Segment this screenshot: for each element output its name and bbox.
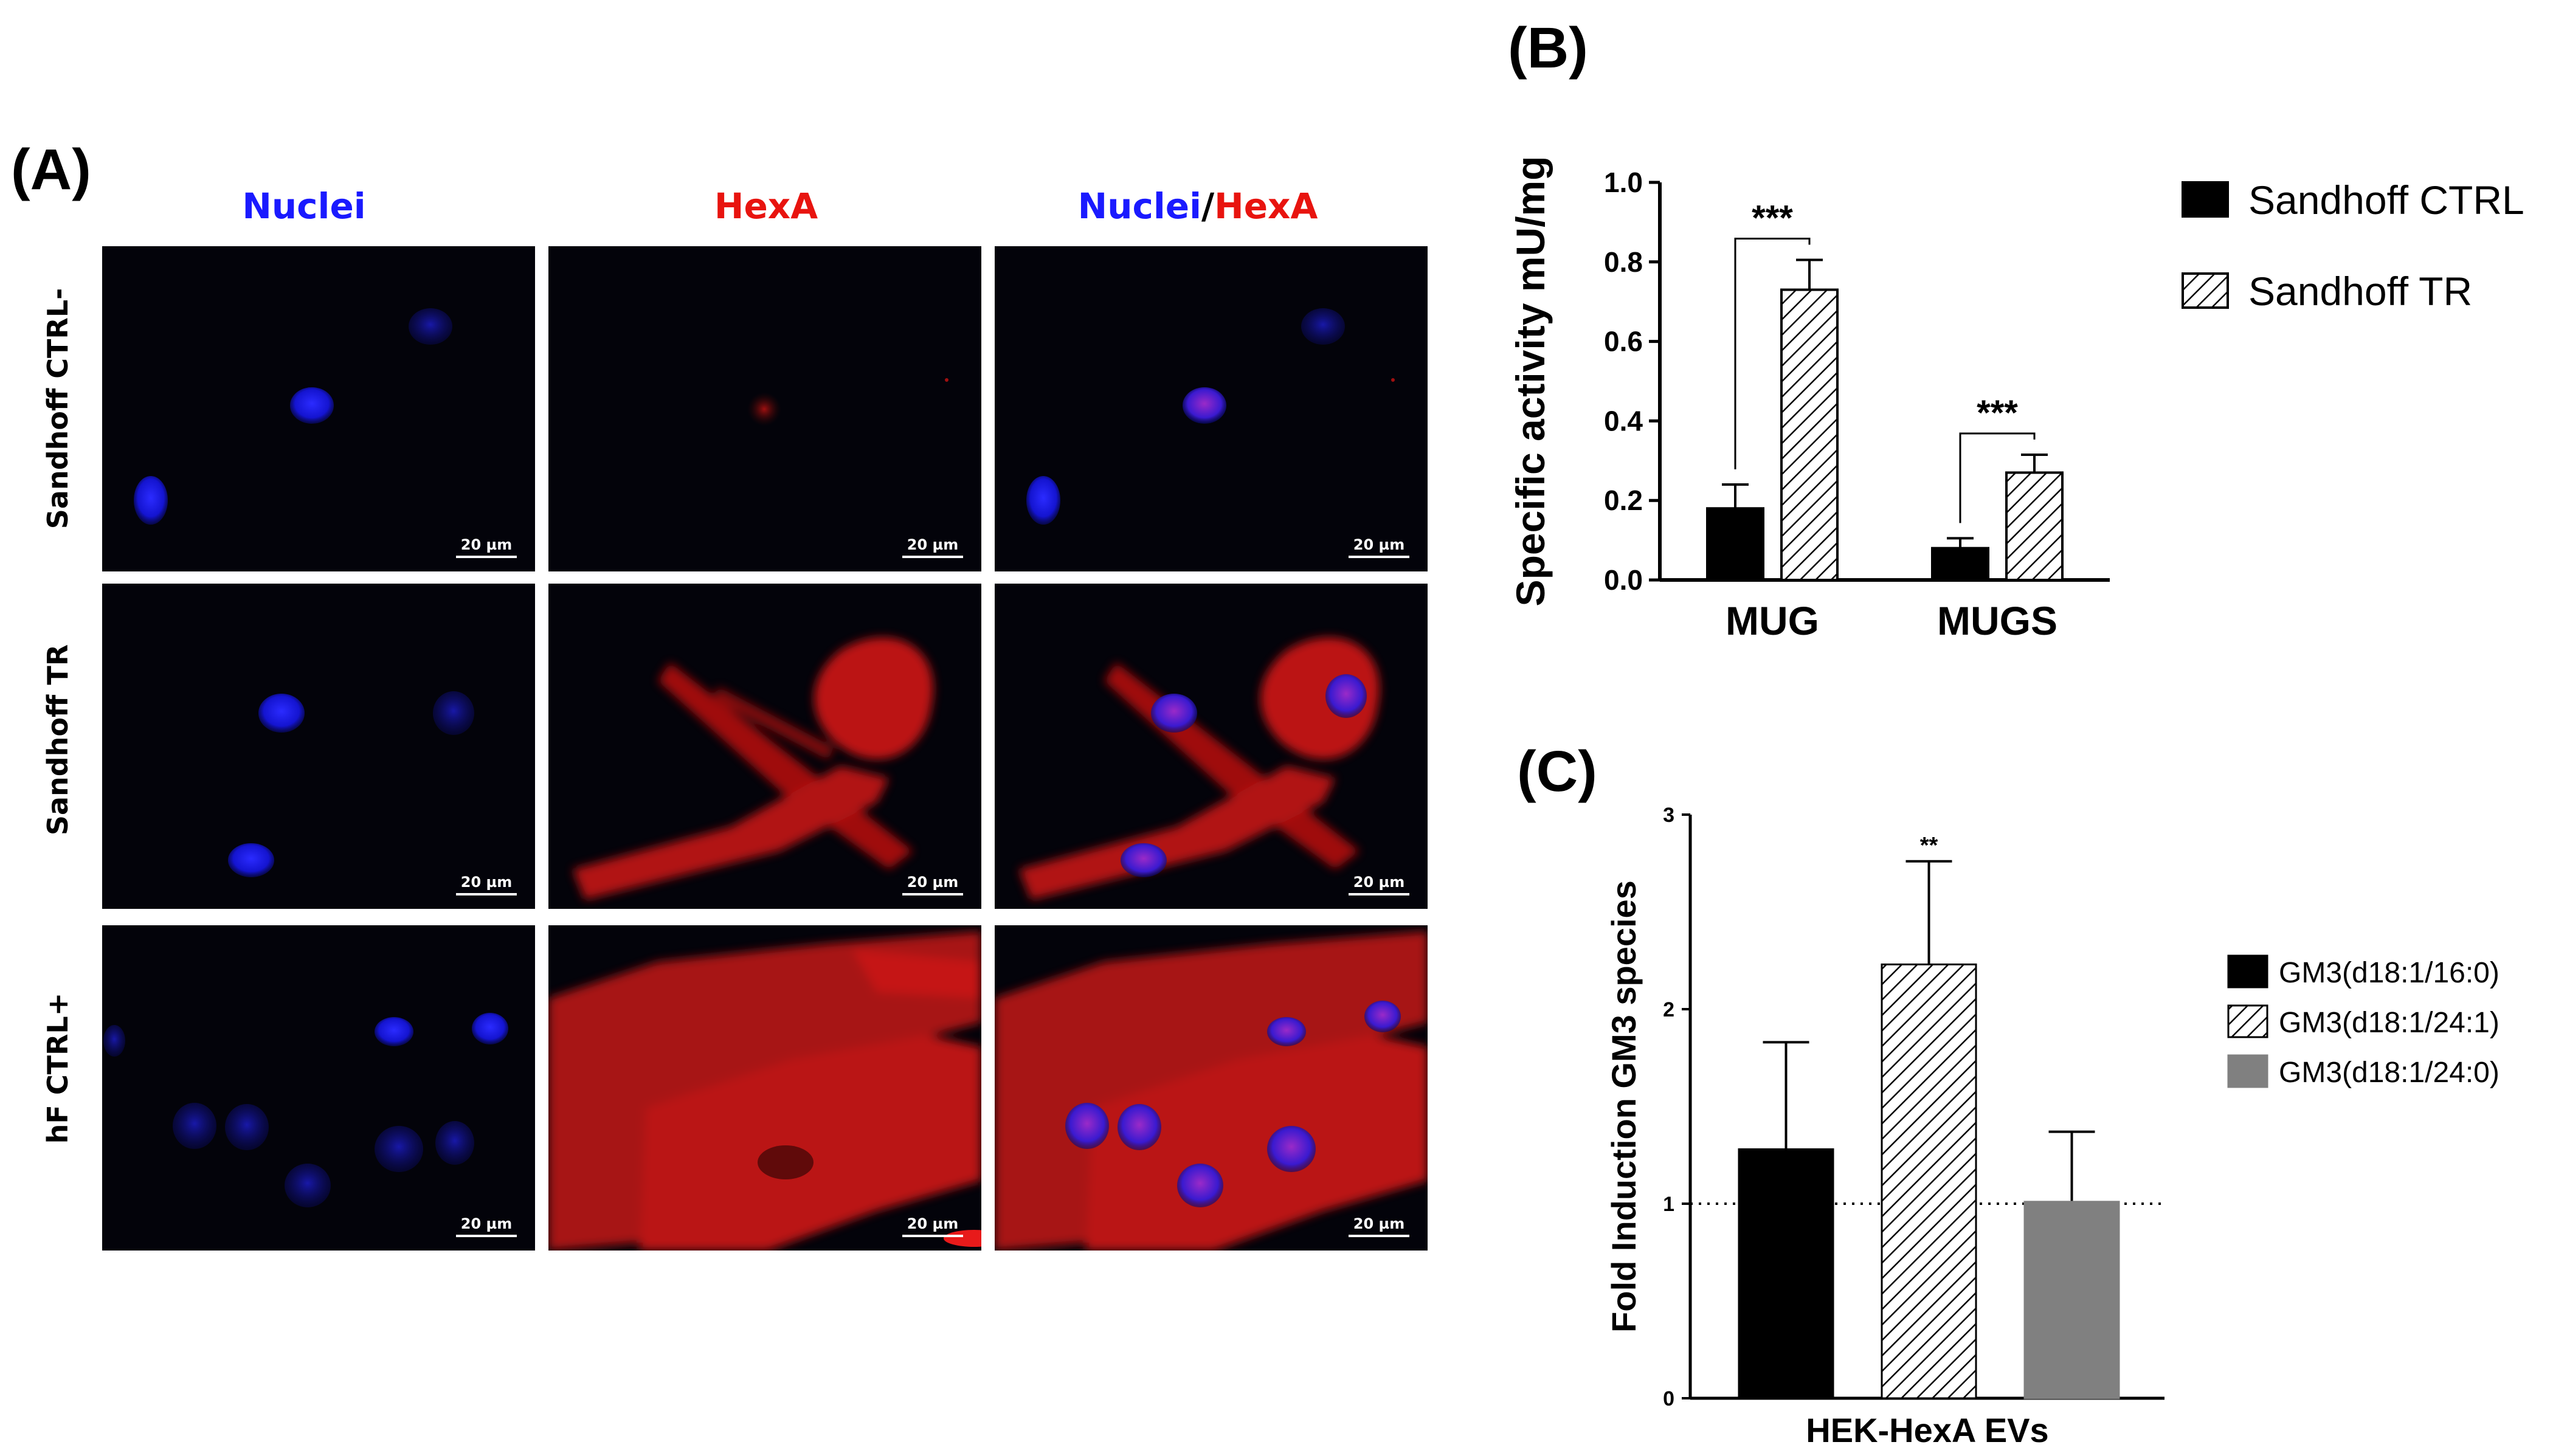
merge-hexa-label: HexA bbox=[1214, 185, 1318, 227]
legend-swatch bbox=[2182, 272, 2229, 309]
row-label-sandhoff-ctrl: Sandhoff CTRL- bbox=[41, 288, 74, 530]
y-tick-label: 0.8 bbox=[1604, 246, 1643, 278]
scale-bar-label: 20 µm bbox=[1353, 536, 1405, 553]
micrograph-sandhoff-tr-nuclei: 20 µm bbox=[102, 584, 535, 909]
micrograph-sandhoff-tr-merge: 20 µm bbox=[995, 584, 1428, 909]
micrograph-hf-ctrl-hexa: 20 µm bbox=[548, 925, 981, 1251]
micrograph-sandhoff-tr-hexa: 20 µm bbox=[548, 584, 981, 909]
legend-label: GM3(d18:1/24:1) bbox=[2279, 1007, 2500, 1039]
row-label-sandhoff-tr: Sandhoff TR bbox=[41, 644, 74, 836]
legend-label: Sandhoff CTRL bbox=[2248, 178, 2524, 223]
bar-series-0 bbox=[1738, 1148, 1834, 1399]
scale-bar-label: 20 µm bbox=[460, 1215, 513, 1232]
scale-bar: 20 µm bbox=[902, 874, 963, 895]
y-tick-label: 0.4 bbox=[1604, 405, 1643, 436]
y-axis-label: Fold Induction GM3 species bbox=[1605, 880, 1643, 1333]
y-tick-label: 0 bbox=[1663, 1387, 1674, 1410]
y-tick-label: 0.6 bbox=[1604, 326, 1643, 357]
bar-mugs-0 bbox=[1931, 547, 1989, 581]
bar-mug-1 bbox=[1780, 288, 1839, 581]
scale-bar: 20 µm bbox=[902, 1215, 963, 1237]
x-tick-label: MUGS bbox=[1937, 598, 2057, 643]
chart-c-fold-induction: 0 1 2 3 Fold Induction GM3 species HEK-HexA E… bbox=[1605, 804, 2500, 1449]
y-tick-label: 0.0 bbox=[1604, 564, 1643, 596]
scale-bar-label: 20 µm bbox=[1353, 1215, 1405, 1232]
panel-c-letter: (C) bbox=[1517, 739, 1597, 804]
merge-separator: / bbox=[1201, 185, 1215, 227]
micrograph-sandhoff-ctrl-nuclei: 20 µm bbox=[102, 246, 535, 571]
micrograph-sandhoff-ctrl-hexa: 20 µm bbox=[548, 246, 981, 571]
legend-label: GM3(d18:1/24:0) bbox=[2279, 1057, 2500, 1089]
scale-bar: 20 µm bbox=[902, 536, 963, 558]
legend-label: Sandhoff TR bbox=[2248, 269, 2472, 314]
scale-bar-label: 20 µm bbox=[1353, 874, 1405, 891]
y-tick-label: 2 bbox=[1663, 998, 1674, 1021]
bar-series-2 bbox=[2023, 1201, 2120, 1399]
column-header-nuclei: Nuclei bbox=[242, 185, 366, 227]
legend-swatch bbox=[2182, 181, 2229, 218]
significance-marker: *** bbox=[1752, 199, 1793, 238]
scale-bar-label: 20 µm bbox=[907, 1215, 959, 1232]
scale-bar-label: 20 µm bbox=[907, 874, 959, 891]
y-axis-label: Specific activity mU/mg bbox=[1508, 156, 1553, 607]
panel-b-letter: (B) bbox=[1508, 16, 1588, 80]
panel-a-letter: (A) bbox=[11, 137, 91, 202]
bar-mugs-1 bbox=[2005, 471, 2064, 581]
micrograph-hf-ctrl-merge: 20 µm bbox=[995, 925, 1428, 1251]
y-tick-label: 1 bbox=[1663, 1193, 1674, 1216]
scale-bar-label: 20 µm bbox=[907, 536, 959, 553]
scale-bar: 20 µm bbox=[456, 536, 517, 558]
significance-marker: ** bbox=[1920, 833, 1938, 858]
legend-swatch bbox=[2227, 1004, 2268, 1038]
significance-marker: *** bbox=[1977, 393, 2018, 433]
bar-series-1 bbox=[1881, 963, 1977, 1399]
row-label-hf-ctrl: hF CTRL+ bbox=[41, 992, 74, 1144]
scale-bar: 20 µm bbox=[1349, 536, 1409, 558]
micrograph-sandhoff-ctrl-merge: 20 µm bbox=[995, 246, 1428, 571]
x-tick-label: MUG bbox=[1726, 598, 1819, 643]
micrograph-hf-ctrl-nuclei: 20 µm bbox=[102, 925, 535, 1251]
column-header-merge: Nuclei/HexA bbox=[985, 185, 1411, 227]
scale-bar: 20 µm bbox=[1349, 874, 1409, 895]
x-tick-label: HEK-HexA EVs bbox=[1806, 1411, 2048, 1449]
scale-bar-label: 20 µm bbox=[460, 874, 513, 891]
significance-bracket bbox=[1959, 432, 2036, 523]
scale-bar: 20 µm bbox=[456, 874, 517, 895]
scale-bar-label: 20 µm bbox=[460, 536, 513, 553]
y-tick-label: 3 bbox=[1663, 804, 1674, 827]
merge-nuclei-label: Nuclei bbox=[1077, 185, 1201, 227]
column-header-hexa: HexA bbox=[714, 185, 818, 227]
y-tick-label: 1.0 bbox=[1604, 167, 1643, 198]
legend-swatch bbox=[2227, 1054, 2268, 1088]
chart-b-specific-activity: 0.0 0.2 0.4 0.6 0.8 1.0 Specific activity mU/m… bbox=[1508, 156, 2524, 643]
scale-bar: 20 µm bbox=[456, 1215, 517, 1237]
scale-bar: 20 µm bbox=[1349, 1215, 1409, 1237]
bar-mug-0 bbox=[1706, 507, 1764, 582]
y-tick-label: 0.2 bbox=[1604, 485, 1643, 516]
legend-swatch bbox=[2227, 954, 2268, 988]
legend-label: GM3(d18:1/16:0) bbox=[2279, 957, 2500, 989]
significance-bracket bbox=[1734, 238, 1811, 470]
